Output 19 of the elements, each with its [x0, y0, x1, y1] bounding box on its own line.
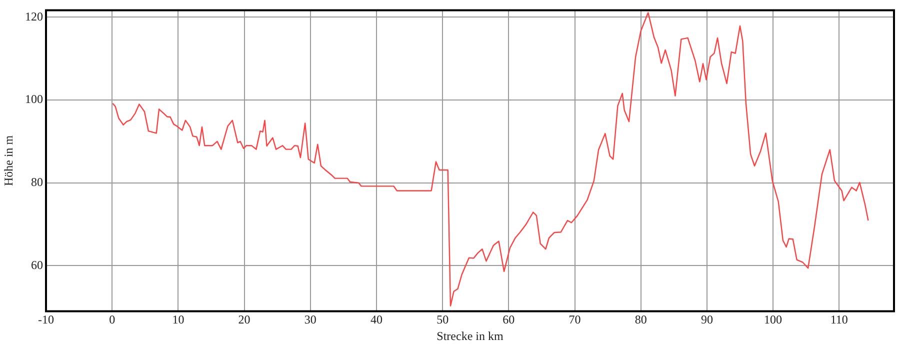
x-tick-label: 80 [634, 312, 647, 327]
x-tick-label: 110 [830, 312, 848, 327]
x-tick-label: 100 [764, 312, 782, 327]
x-tick-label: 0 [109, 312, 116, 327]
y-axis-title: Höhe in m [1, 134, 16, 186]
y-tick-label: 120 [25, 9, 43, 24]
x-axis-title: Strecke in km [436, 328, 504, 343]
x-tick-label: 50 [436, 312, 449, 327]
y-tick-label: 100 [25, 92, 43, 106]
x-tick-label: 30 [304, 312, 316, 327]
y-tick-label: 60 [31, 258, 43, 272]
x-tick-label: -10 [38, 312, 54, 327]
y-tick-label: 80 [31, 175, 43, 190]
x-tick-label: 40 [370, 312, 382, 327]
x-tick-label: 90 [700, 312, 713, 327]
x-tick-label: 20 [238, 312, 250, 327]
x-tick-label: 60 [502, 312, 515, 327]
x-tick-label: 10 [172, 312, 184, 327]
x-tick-label: 70 [568, 312, 581, 327]
